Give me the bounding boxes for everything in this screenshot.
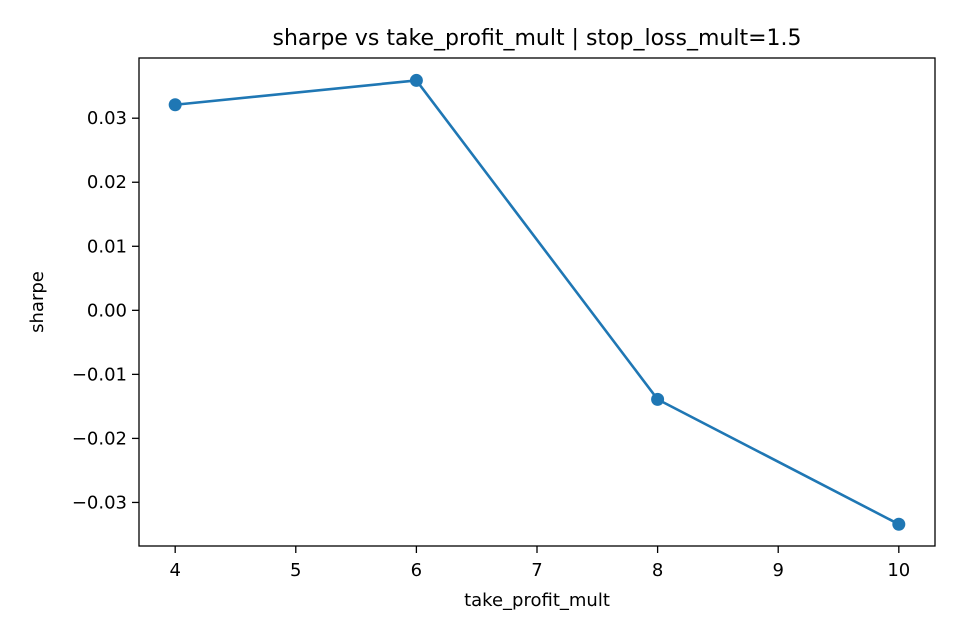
series-line — [173, 79, 901, 526]
x-tick-label: 7 — [531, 560, 542, 581]
y-tick-label: 0.01 — [87, 236, 127, 257]
y-tick-label: 0.02 — [87, 172, 127, 193]
y-tick-label: 0.00 — [87, 300, 127, 321]
series-layer — [168, 73, 906, 531]
x-axis-ticks: 4 5 6 7 8 9 10 — [169, 546, 910, 581]
data-point — [168, 98, 182, 112]
x-tick-label: 5 — [290, 560, 301, 581]
data-point — [892, 517, 906, 531]
x-tick-label: 8 — [652, 560, 663, 581]
y-axis-label: sharpe — [27, 271, 48, 333]
y-tick-label: −0.03 — [72, 492, 127, 513]
data-point — [651, 392, 665, 406]
x-tick-label: 4 — [169, 560, 180, 581]
x-tick-label: 9 — [772, 560, 783, 581]
x-tick-label: 10 — [887, 560, 910, 581]
x-axis-label: take_profit_mult — [464, 590, 610, 611]
plot-frame — [138, 57, 936, 547]
data-point — [409, 73, 423, 87]
y-tick-label: −0.01 — [72, 364, 127, 385]
x-tick-label: 6 — [411, 560, 422, 581]
chart-title: sharpe vs take_profit_mult | stop_loss_m… — [272, 26, 801, 51]
y-tick-label: 0.03 — [87, 108, 127, 129]
y-tick-label: −0.02 — [72, 428, 127, 449]
y-axis-ticks: −0.03 −0.02 −0.01 0.00 0.01 0.02 0.03 — [72, 108, 139, 513]
